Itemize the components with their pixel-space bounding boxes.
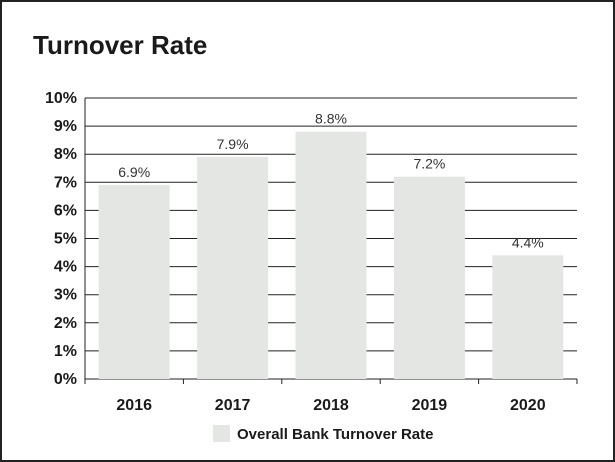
data-labels: 6.9% 7.9% 8.8% 7.2% 4.4% [118,111,544,251]
y-tick-label: 3% [54,287,77,304]
x-tick-label: 2019 [412,397,448,414]
y-tick-label: 7% [54,174,77,191]
y-tick-label: 2% [54,315,77,332]
data-label: 4.4% [512,234,544,250]
x-tick-label: 2016 [116,397,152,414]
legend: Overall Bank Turnover Rate [213,425,433,443]
y-tick-label: 9% [54,118,77,135]
x-tick-label: 2017 [215,397,251,414]
bar [197,157,269,379]
data-label: 7.2% [413,156,445,172]
y-tick-label: 10% [45,90,77,107]
bar [492,255,564,379]
chart-title: Turnover Rate [33,30,208,60]
y-tick-label: 1% [54,343,77,360]
data-label: 8.8% [315,111,347,127]
bar [393,176,465,379]
bars [98,131,564,379]
x-tick-label: 2020 [510,397,546,414]
y-tick-label: 6% [54,202,77,219]
data-label: 7.9% [217,136,249,152]
y-axis-tick-labels: 0% 1% 2% 3% 4% 5% 6% 7% 8% 9% 10% [45,90,77,388]
y-tick-label: 4% [54,259,77,276]
legend-label: Overall Bank Turnover Rate [237,426,433,443]
x-tick-label: 2018 [313,397,349,414]
x-axis-tick-labels: 2016 2017 2018 2019 2020 [116,397,545,414]
y-tick-label: 5% [54,231,77,248]
bar [98,185,170,379]
y-tick-label: 0% [54,371,77,388]
bar [295,131,367,379]
y-tick-label: 8% [54,146,77,163]
legend-swatch [213,425,230,442]
data-label: 6.9% [118,164,150,180]
